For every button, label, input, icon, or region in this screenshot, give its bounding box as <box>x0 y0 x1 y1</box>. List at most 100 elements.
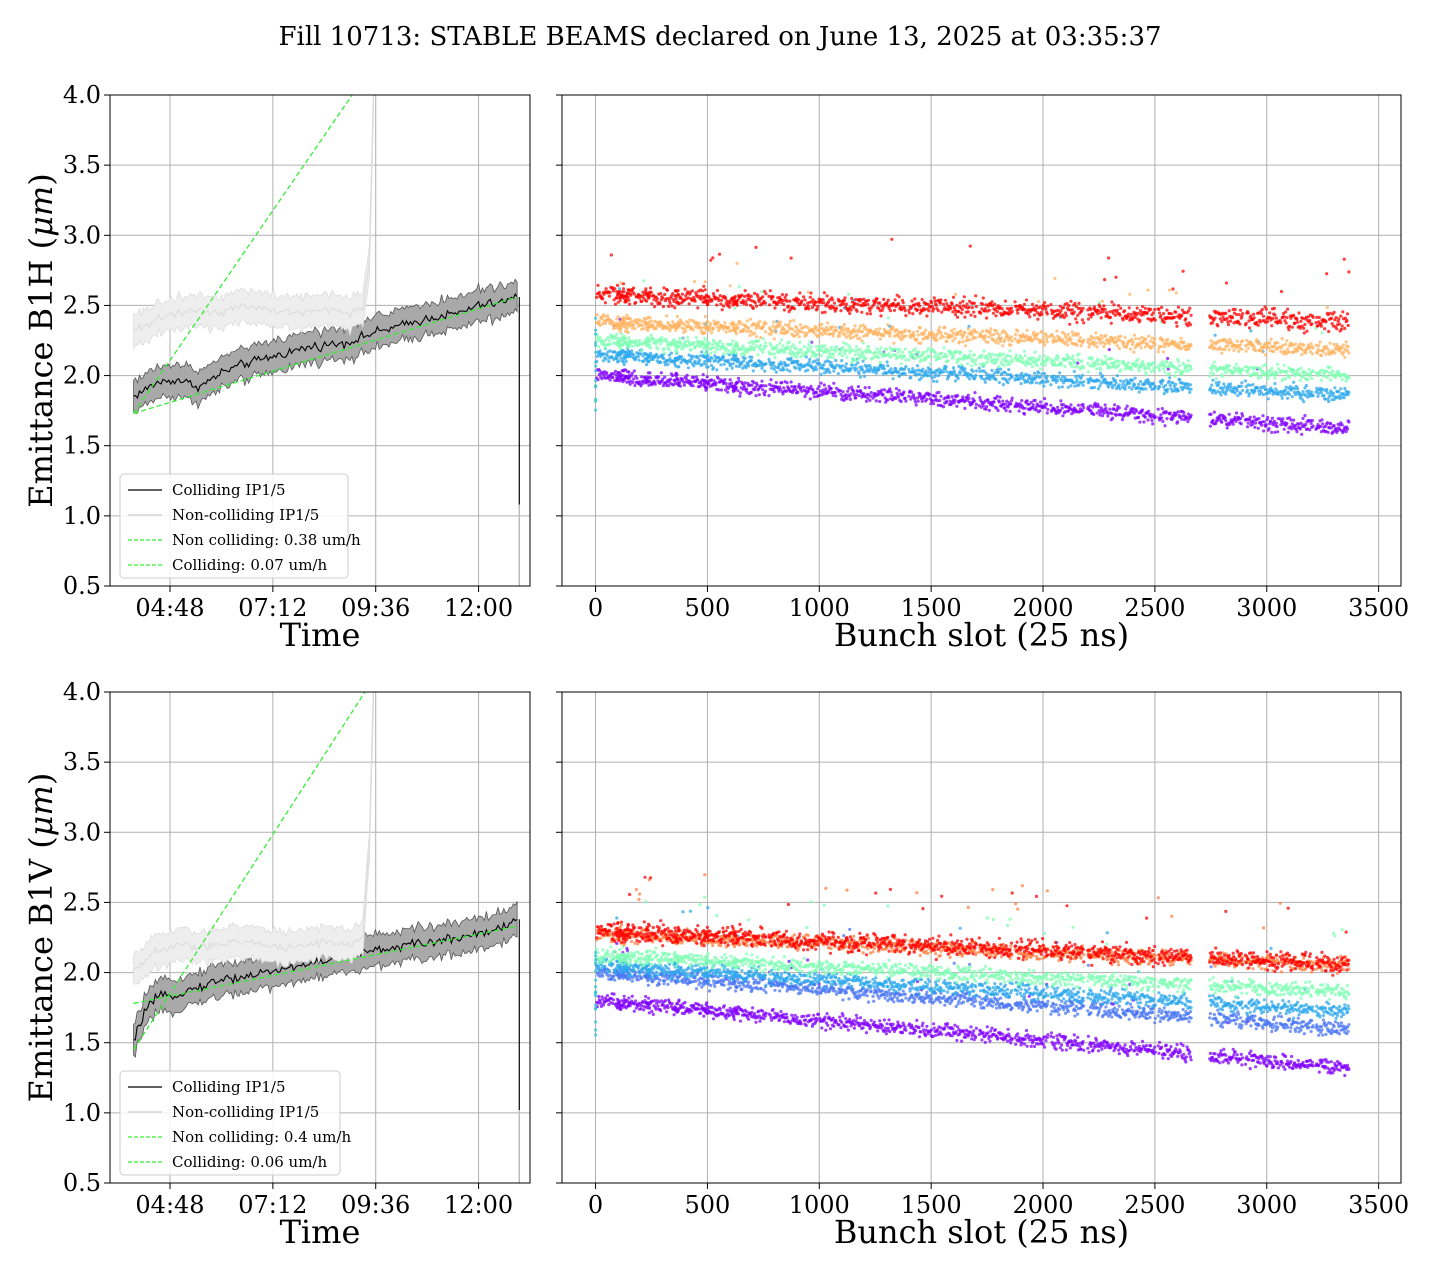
scatter-point <box>1100 414 1105 418</box>
scatter-point <box>1008 349 1012 353</box>
scatter-point <box>625 313 629 317</box>
scatter-point <box>966 375 970 379</box>
scatter-point <box>761 325 766 329</box>
scatter-point <box>724 330 728 334</box>
scatter-point <box>1267 426 1271 431</box>
scatter-point <box>1125 404 1129 408</box>
scatter-point <box>710 298 714 302</box>
scatter-point <box>667 353 672 357</box>
scatter-point <box>782 368 786 372</box>
scatter-point <box>601 372 606 376</box>
scatter-point <box>930 376 934 380</box>
scatter-point <box>677 302 681 306</box>
x-tick-label: 07:12 <box>238 594 307 622</box>
scatter-point <box>808 340 812 344</box>
scatter-point <box>959 350 963 354</box>
scatter-point <box>851 335 855 339</box>
scatter-point <box>700 294 704 298</box>
scatter-point <box>832 301 837 305</box>
scatter-point <box>985 361 989 365</box>
scatter-point <box>604 287 608 291</box>
scatter-point <box>961 395 965 399</box>
scatter-point <box>630 349 634 353</box>
scatter-point <box>928 354 932 359</box>
scatter-point <box>1161 338 1165 342</box>
scatter-point <box>607 359 611 364</box>
scatter-point <box>1153 342 1157 346</box>
scatter-point <box>823 310 827 314</box>
scatter-point <box>1100 336 1104 340</box>
scatter-point <box>935 379 939 384</box>
scatter-point <box>846 348 850 352</box>
scatter-point <box>1086 361 1090 366</box>
scatter-point <box>640 348 644 352</box>
scatter-point <box>1046 407 1050 412</box>
scatter-point <box>996 341 1000 345</box>
scatter-point <box>1311 346 1315 350</box>
scatter-point <box>1003 406 1007 410</box>
scatter-point <box>1062 403 1066 407</box>
scatter-point <box>678 336 682 340</box>
scatter-point <box>626 291 630 295</box>
scatter-point <box>1178 378 1182 382</box>
scatter-point <box>966 362 970 366</box>
scatter-point <box>1347 420 1351 424</box>
scatter-point <box>621 282 626 286</box>
scatter-point <box>815 352 819 357</box>
scatter-point <box>691 384 695 388</box>
scatter-point <box>1210 344 1214 348</box>
scatter-point <box>1010 360 1014 364</box>
scatter-point <box>803 394 807 399</box>
scatter-point <box>871 396 875 400</box>
scatter-point <box>800 351 804 355</box>
scatter-point <box>1139 379 1143 384</box>
scatter-point <box>875 297 879 301</box>
scatter-point <box>622 319 626 323</box>
scatter-point <box>890 393 894 398</box>
scatter-point <box>794 366 798 370</box>
scatter-point <box>1090 336 1095 340</box>
scatter-point <box>814 332 818 336</box>
scatter-point <box>815 307 819 311</box>
scatter-point <box>773 355 777 360</box>
scatter-point <box>703 359 707 364</box>
scatter-point <box>885 360 889 364</box>
scatter-point <box>760 379 764 383</box>
scatter-point <box>1235 362 1239 366</box>
scatter-point <box>1123 367 1127 371</box>
scatter-point <box>831 334 835 338</box>
scatter-point <box>963 331 967 335</box>
scatter-point <box>1119 379 1123 383</box>
scatter-point <box>725 352 729 356</box>
scatter-point <box>847 344 851 348</box>
scatter-point <box>999 336 1004 340</box>
scatter-point <box>978 369 982 373</box>
scatter-point <box>990 368 994 372</box>
scatter-point <box>1009 402 1013 406</box>
scatter-point <box>1080 408 1084 412</box>
scatter-point <box>896 370 901 374</box>
scatter-point <box>757 393 761 397</box>
scatter-point <box>1309 342 1313 346</box>
scatter-point <box>1039 375 1043 379</box>
scatter-point <box>1144 387 1148 391</box>
scatter-point <box>600 316 604 321</box>
scatter-point <box>1253 425 1257 429</box>
scatter-point <box>800 389 804 393</box>
scatter-point <box>602 340 606 344</box>
scatter-point <box>864 399 869 403</box>
scatter-point <box>922 351 926 355</box>
scatter-point <box>1214 377 1218 381</box>
scatter-point <box>618 352 622 356</box>
scatter-point <box>686 321 691 325</box>
scatter-point <box>1103 342 1107 346</box>
scatter-point <box>1149 339 1153 343</box>
scatter-point <box>598 323 602 328</box>
scatter-point <box>980 354 984 358</box>
scatter-point <box>1023 339 1027 343</box>
scatter-point <box>1331 369 1335 373</box>
scatter-point <box>733 348 737 352</box>
scatter-point <box>1034 381 1039 385</box>
scatter-point <box>730 366 734 370</box>
scatter-point <box>957 364 961 368</box>
